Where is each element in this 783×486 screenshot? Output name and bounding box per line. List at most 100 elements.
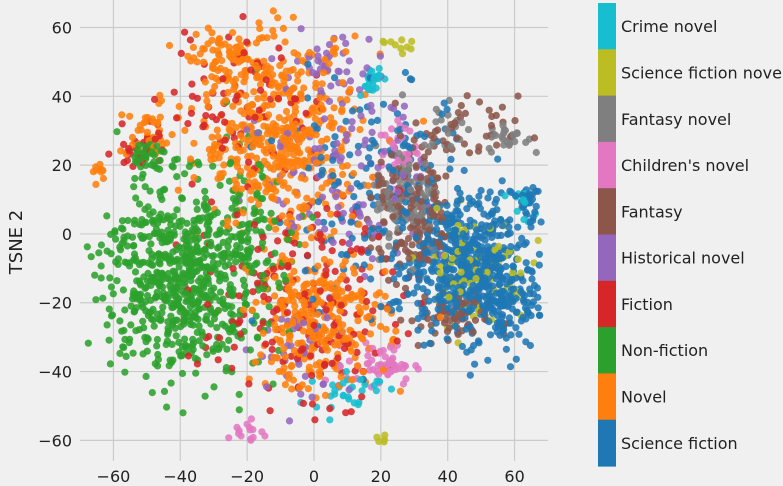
scatter-point xyxy=(491,246,499,254)
scatter-point xyxy=(356,275,364,284)
scatter-point xyxy=(421,192,430,200)
scatter-point xyxy=(253,259,261,267)
scatter-point xyxy=(491,323,500,331)
scatter-point xyxy=(375,232,383,240)
scatter-point xyxy=(434,126,442,134)
scatter-point xyxy=(498,133,506,141)
scatter-point xyxy=(382,325,390,333)
scatter-point xyxy=(342,409,350,417)
scatter-point xyxy=(396,132,405,140)
scatter-point xyxy=(346,77,355,85)
scatter-point xyxy=(277,148,285,156)
scatter-point xyxy=(178,217,186,225)
scatter-point xyxy=(213,324,221,332)
scatter-point xyxy=(282,107,291,116)
scatter-point xyxy=(342,117,350,125)
scatter-point xyxy=(330,104,338,112)
scatter-point xyxy=(506,363,515,371)
scatter-point xyxy=(263,383,271,391)
scatter-point xyxy=(338,250,346,259)
scatter-point xyxy=(466,241,474,249)
scatter-point xyxy=(325,333,333,341)
scatter-point xyxy=(366,144,374,152)
scatter-point xyxy=(394,188,402,196)
scatter-point xyxy=(167,300,175,308)
scatter-point xyxy=(168,131,176,139)
scatter-point xyxy=(275,176,283,184)
scatter-point xyxy=(137,155,145,163)
scatter-point xyxy=(193,243,201,251)
scatter-point xyxy=(485,106,493,114)
scatter-point xyxy=(201,277,209,285)
scatter-point xyxy=(277,315,285,323)
scatter-point xyxy=(303,280,311,288)
scatter-point xyxy=(207,242,215,250)
scatter-point xyxy=(381,353,389,361)
scatter-point xyxy=(298,57,306,65)
scatter-point xyxy=(143,292,152,300)
scatter-point xyxy=(229,195,238,203)
scatter-point xyxy=(366,330,375,338)
scatter-point xyxy=(403,274,411,282)
scatter-point xyxy=(112,235,120,243)
scatter-point xyxy=(332,193,340,201)
scatter-point xyxy=(97,262,105,270)
scatter-point xyxy=(112,258,120,266)
scatter-point xyxy=(389,166,397,175)
scatter-point xyxy=(491,221,500,229)
scatter-point xyxy=(530,134,539,142)
colorbar-segment xyxy=(598,95,616,143)
scatter-point xyxy=(255,19,263,27)
scatter-point xyxy=(240,54,248,63)
scatter-point xyxy=(436,297,445,305)
scatter-point xyxy=(515,241,523,249)
scatter-point xyxy=(381,131,389,139)
scatter-point xyxy=(244,254,252,262)
scatter-point xyxy=(526,199,534,207)
scatter-point xyxy=(412,119,420,127)
scatter-point xyxy=(326,405,334,413)
scatter-point xyxy=(195,337,203,345)
scatter-point xyxy=(443,210,451,218)
scatter-point xyxy=(204,24,212,32)
scatter-point xyxy=(290,223,298,231)
scatter-point xyxy=(529,213,537,221)
scatter-point xyxy=(248,169,256,177)
scatter-point xyxy=(485,286,493,294)
scatter-point xyxy=(147,261,155,269)
scatter-point xyxy=(380,147,389,155)
scatter-point xyxy=(247,196,255,204)
scatter-point xyxy=(252,226,260,234)
scatter-point xyxy=(407,45,415,53)
scatter-point xyxy=(235,292,243,300)
scatter-point xyxy=(214,356,222,364)
scatter-point xyxy=(320,255,328,264)
scatter-point xyxy=(187,109,195,117)
scatter-point xyxy=(317,153,325,162)
scatter-point xyxy=(400,262,408,270)
scatter-point xyxy=(270,353,278,362)
scatter-point xyxy=(268,338,276,346)
scatter-point xyxy=(466,371,474,379)
scatter-point xyxy=(287,228,295,236)
scatter-point xyxy=(195,322,203,330)
scatter-point xyxy=(270,127,278,135)
scatter-point xyxy=(485,318,493,326)
scatter-point xyxy=(194,158,202,166)
scatter-point xyxy=(256,80,265,88)
scatter-point xyxy=(118,111,126,119)
scatter-point xyxy=(380,39,388,47)
scatter-point xyxy=(274,237,282,245)
scatter-point xyxy=(255,160,263,169)
scatter-point xyxy=(291,239,299,247)
scatter-point xyxy=(369,307,377,315)
scatter-point xyxy=(338,106,346,114)
scatter-point xyxy=(508,275,516,284)
scatter-point xyxy=(219,169,227,177)
scatter-point xyxy=(409,266,417,274)
scatter-point xyxy=(281,256,289,264)
scatter-point xyxy=(317,299,325,307)
scatter-point xyxy=(170,88,178,96)
scatter-point xyxy=(286,144,294,153)
